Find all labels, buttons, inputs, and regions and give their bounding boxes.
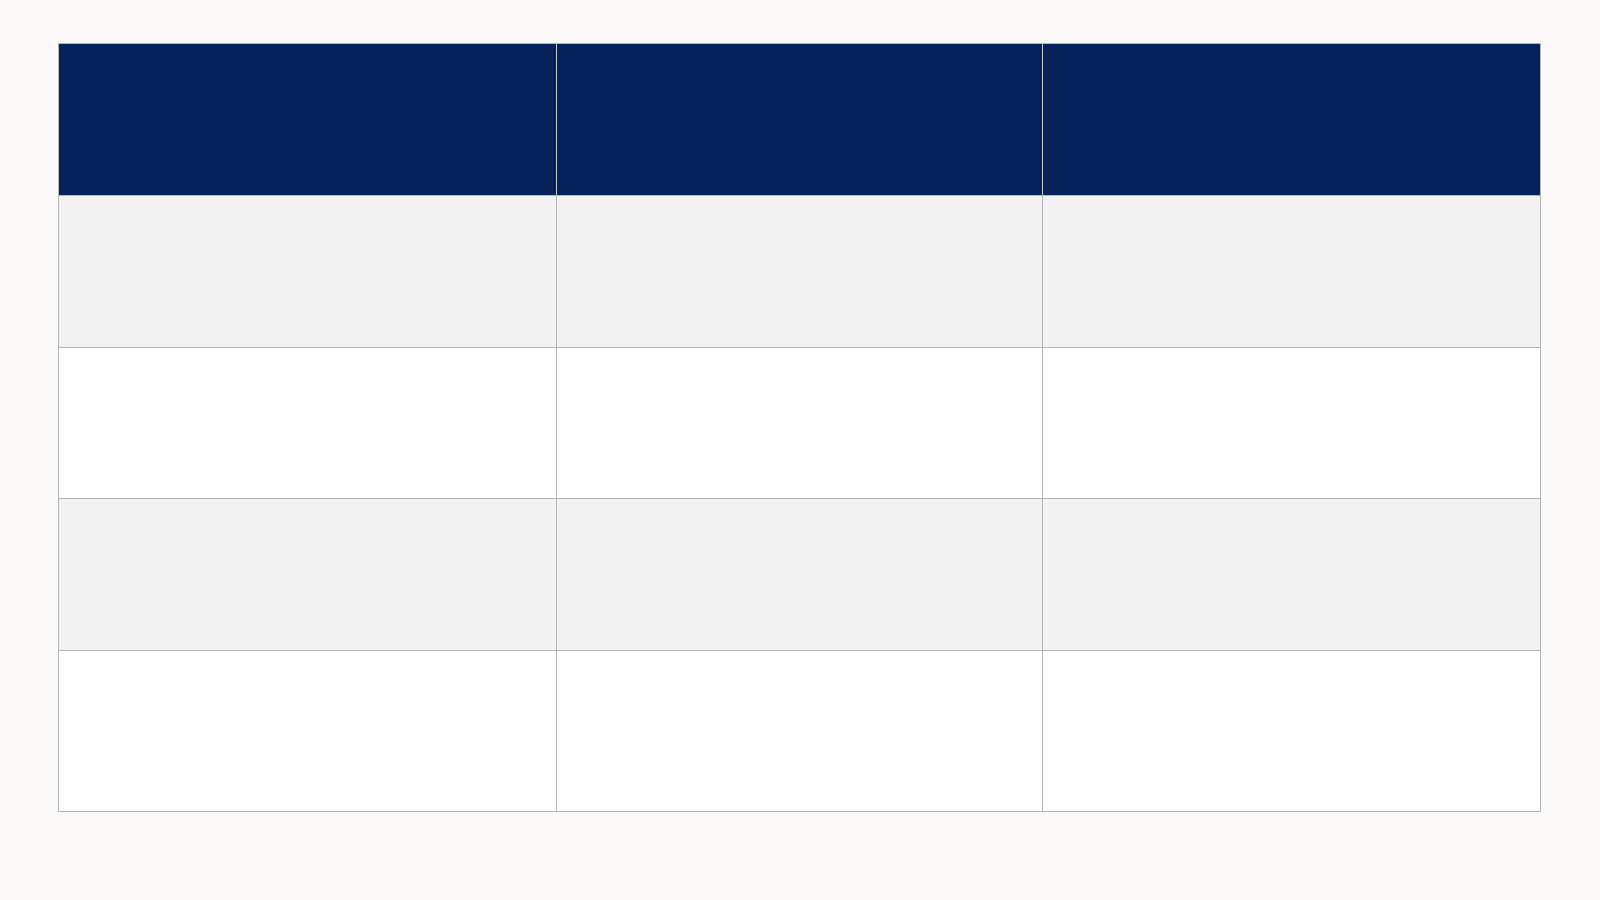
header-cell <box>59 44 557 195</box>
table-cell <box>557 499 1043 650</box>
table-cell <box>59 651 557 811</box>
table-cell <box>557 651 1043 811</box>
table-cell <box>59 196 557 347</box>
table <box>58 43 1541 812</box>
table-cell <box>59 348 557 498</box>
table-cell <box>1043 499 1540 650</box>
table-cell <box>1043 348 1540 498</box>
table-cell <box>1043 196 1540 347</box>
table-cell <box>557 196 1043 347</box>
header-cell <box>1043 44 1540 195</box>
table-cell <box>59 499 557 650</box>
table-row <box>59 499 1540 651</box>
table-row <box>59 651 1540 811</box>
table-row <box>59 196 1540 348</box>
table-row <box>59 348 1540 499</box>
header-row <box>59 44 1540 196</box>
table-cell <box>557 348 1043 498</box>
table-cell <box>1043 651 1540 811</box>
header-cell <box>557 44 1043 195</box>
